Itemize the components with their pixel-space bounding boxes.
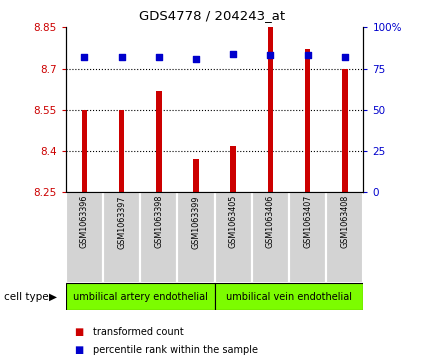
Text: GSM1063406: GSM1063406 — [266, 195, 275, 248]
Bar — [66, 192, 103, 283]
Text: cell type: cell type — [4, 292, 49, 302]
Bar — [178, 192, 215, 283]
Bar — [140, 192, 178, 283]
Point — [267, 52, 274, 58]
Point — [341, 54, 348, 60]
Bar — [252, 192, 289, 283]
Bar — [156, 90, 162, 192]
Text: GSM1063407: GSM1063407 — [303, 195, 312, 249]
Bar — [215, 283, 363, 310]
Point — [81, 54, 88, 60]
Text: ▶: ▶ — [49, 292, 57, 302]
Bar — [119, 110, 125, 192]
Bar — [215, 192, 252, 283]
Bar — [289, 192, 326, 283]
Point — [230, 51, 237, 57]
Text: transformed count: transformed count — [94, 327, 184, 337]
Text: GSM1063405: GSM1063405 — [229, 195, 238, 249]
Text: GSM1063397: GSM1063397 — [117, 195, 126, 249]
Bar — [268, 27, 273, 192]
Point — [156, 54, 162, 60]
Bar — [193, 159, 199, 192]
Bar — [326, 192, 363, 283]
Text: GDS4778 / 204243_at: GDS4778 / 204243_at — [139, 9, 286, 22]
Bar — [305, 49, 310, 192]
Point — [193, 56, 199, 61]
Text: umbilical vein endothelial: umbilical vein endothelial — [226, 292, 352, 302]
Text: percentile rank within the sample: percentile rank within the sample — [94, 345, 258, 355]
Bar — [66, 283, 215, 310]
Bar — [103, 192, 140, 283]
Text: umbilical artery endothelial: umbilical artery endothelial — [73, 292, 208, 302]
Text: GSM1063398: GSM1063398 — [154, 195, 163, 249]
Point — [304, 52, 311, 58]
Point — [118, 54, 125, 60]
Text: GSM1063408: GSM1063408 — [340, 195, 349, 248]
Text: ■: ■ — [74, 345, 84, 355]
Text: GSM1063399: GSM1063399 — [192, 195, 201, 249]
Bar — [82, 110, 87, 192]
Text: GSM1063396: GSM1063396 — [80, 195, 89, 249]
Bar — [342, 69, 348, 192]
Text: ■: ■ — [74, 327, 84, 337]
Bar — [230, 146, 236, 192]
